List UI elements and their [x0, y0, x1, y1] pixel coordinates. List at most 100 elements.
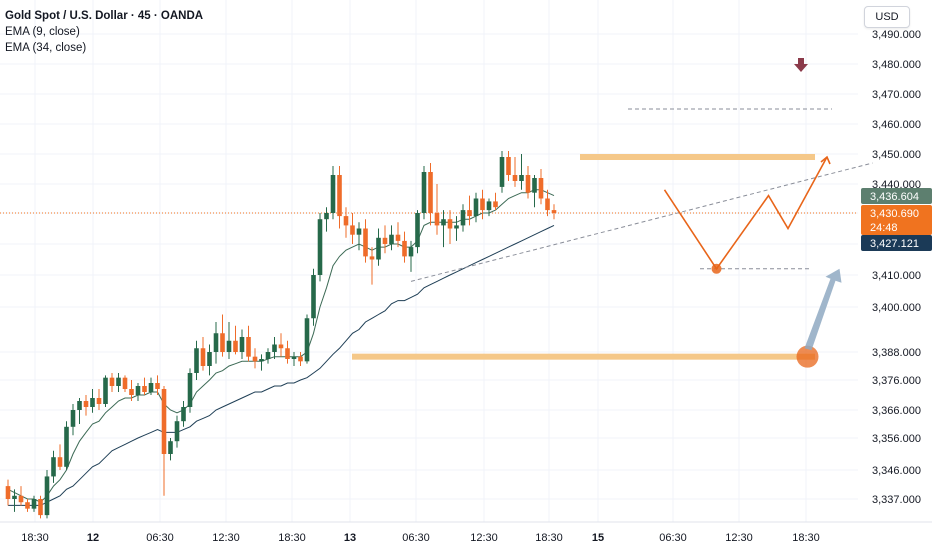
- candle-body: [103, 377, 108, 404]
- price-tick-label: 3,480.000: [872, 59, 921, 71]
- candle-body: [447, 219, 453, 229]
- candle: [298, 352, 303, 366]
- candle-body: [337, 175, 342, 217]
- candle-body: [402, 240, 407, 257]
- candle-body: [129, 389, 134, 395]
- candle: [330, 166, 336, 220]
- candle: [161, 386, 167, 496]
- price-tick-label: 3,337.000: [872, 494, 921, 506]
- candle: [460, 204, 466, 232]
- blue-up-arrow: [804, 268, 842, 351]
- candle-body: [83, 401, 89, 407]
- candle: [304, 314, 310, 364]
- price-label-ema9: [861, 188, 932, 204]
- candle: [83, 395, 89, 416]
- price-tick-label: 3,346.000: [872, 465, 921, 477]
- candle-body: [181, 407, 186, 422]
- candle-body: [395, 234, 401, 241]
- candle-body: [31, 499, 37, 509]
- candle-body: [246, 337, 251, 357]
- candle: [434, 184, 440, 235]
- candle: [129, 380, 134, 401]
- candle: [454, 216, 459, 241]
- candle: [213, 322, 219, 364]
- ema34-legend[interactable]: EMA (34, close): [5, 42, 87, 54]
- candle-body: [18, 495, 24, 503]
- candle: [77, 398, 82, 424]
- symbol-title[interactable]: Gold Spot / U.S. Dollar · 45 · OANDA: [5, 10, 204, 22]
- candle: [239, 329, 245, 359]
- candle-body: [428, 172, 433, 213]
- zones: [352, 154, 815, 360]
- candle: [90, 389, 95, 413]
- candle-body: [350, 225, 355, 235]
- candle: [174, 415, 180, 448]
- candle-body: [467, 210, 472, 217]
- candle-body: [506, 157, 511, 175]
- candle-body: [285, 348, 290, 359]
- ascending-trendline: [410, 162, 873, 282]
- candle: [64, 421, 69, 470]
- candle-body: [194, 348, 199, 373]
- candle: [148, 377, 154, 395]
- time-tick-label: 06:30: [146, 532, 174, 544]
- candle: [252, 348, 258, 369]
- candle-body: [460, 210, 466, 226]
- candle: [44, 470, 50, 519]
- candle-body: [51, 457, 56, 477]
- candle: [382, 225, 388, 254]
- candle-body: [90, 398, 95, 407]
- candle: [447, 210, 453, 244]
- time-tick-label: 12: [87, 532, 99, 544]
- candle-body: [311, 275, 316, 319]
- candle: [532, 175, 537, 208]
- candle: [493, 192, 498, 211]
- price-tick-label: 3,356.000: [872, 433, 921, 445]
- candle-body: [376, 237, 381, 260]
- price-tick-label: 3,376.000: [872, 375, 921, 387]
- candle-body: [551, 210, 557, 213]
- ema34-line: [8, 224, 555, 506]
- candle: [480, 189, 485, 220]
- candle: [538, 169, 544, 205]
- time-axis[interactable]: 18:30 12 06:30 12:30 18:30 13 06:30 12:30 18:30 1…: [0, 521, 932, 544]
- candle-body: [291, 356, 297, 359]
- price-labels: 3,436.604 3,430.690 24:48 3,427.121: [861, 188, 932, 251]
- candle: [142, 377, 147, 395]
- candle: [259, 354, 264, 371]
- candle-body: [12, 495, 17, 499]
- price-label-countdown: 24:48: [870, 222, 898, 234]
- ema9-legend[interactable]: EMA (9, close): [5, 26, 80, 38]
- candle: [415, 210, 420, 254]
- candle-body: [226, 340, 232, 352]
- candle-body: [480, 198, 485, 211]
- candle: [220, 314, 225, 357]
- time-tick-label: 12:30: [725, 532, 753, 544]
- candle-body: [356, 228, 362, 235]
- target-low-marker: [711, 263, 722, 274]
- price-label-ema9-value: 3,436.604: [870, 191, 919, 203]
- price-label-ema34: [861, 235, 932, 251]
- candle: [317, 213, 323, 282]
- candle: [246, 325, 251, 362]
- candle: [311, 268, 316, 326]
- candle: [187, 368, 193, 413]
- candle: [278, 333, 284, 357]
- candle: [506, 151, 511, 181]
- price-tick-label: 3,400.000: [872, 302, 921, 314]
- candle-body: [148, 383, 154, 392]
- candle: [551, 204, 557, 220]
- time-tick-label: 13: [344, 532, 356, 544]
- candle-body: [122, 377, 128, 389]
- currency-button[interactable]: USD: [864, 6, 910, 28]
- price-tick-label: 3,450.000: [872, 149, 921, 161]
- price-axis[interactable]: 3,337.000 3,346.000 3,356.000 3,366.000 3,37…: [872, 29, 921, 506]
- candle-body: [116, 377, 121, 386]
- candle-body: [233, 340, 238, 352]
- candle-body: [5, 486, 11, 499]
- candle-body: [155, 383, 160, 389]
- candle: [473, 192, 479, 223]
- candle-body: [278, 344, 284, 349]
